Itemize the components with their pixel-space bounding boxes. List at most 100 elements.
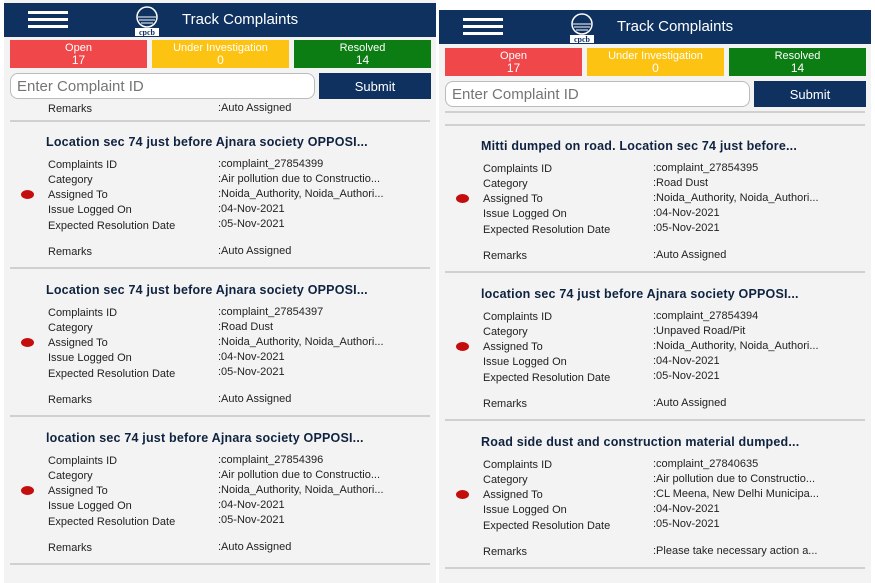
complaint-id-label: Complaints ID	[483, 459, 553, 471]
complaint-card[interactable]: Mitti dumped on road. Location sec 74 ju…	[439, 125, 871, 273]
status-dot-icon	[456, 194, 469, 203]
complaint-title: Location sec 74 just before Ajnara socie…	[46, 135, 368, 149]
remarks-value: :Auto Assigned	[653, 249, 727, 261]
divider	[445, 419, 865, 421]
complaint-title: location sec 74 just before Ajnara socie…	[46, 431, 364, 445]
complaint-id-value: :complaint_27854394	[653, 310, 759, 322]
assigned-value: :CL Meena, New Delhi Municipa...	[653, 488, 819, 500]
resolved-tab[interactable]: Resolved 14	[294, 40, 431, 68]
investigation-tab[interactable]: Under Investigation 0	[152, 40, 289, 68]
complaint-title: location sec 74 just before Ajnara socie…	[481, 287, 799, 301]
category-label: Category	[48, 322, 93, 334]
expected-value: :05-Nov-2021	[218, 218, 285, 230]
assigned-value: :Noida_Authority, Noida_Authori...	[218, 336, 384, 348]
resolved-count: 14	[790, 61, 805, 75]
complaint-title: Road side dust and construction material…	[481, 435, 800, 449]
complaint-card[interactable]: location sec 74 just before Ajnara socie…	[4, 417, 436, 565]
remarks-value: :Auto Assigned	[653, 397, 727, 409]
complaint-card[interactable]: Location sec 74 just before Ajnara socie…	[4, 269, 436, 417]
investigation-tab[interactable]: Under Investigation 0	[587, 48, 724, 76]
investigation-label: Under Investigation	[173, 42, 268, 54]
expected-label: Expected Resolution Date	[48, 516, 176, 528]
expected-label: Expected Resolution Date	[483, 224, 611, 236]
logged-value: :04-Nov-2021	[653, 207, 720, 219]
page-title: Track Complaints	[182, 11, 299, 28]
complaint-id-input[interactable]	[445, 81, 750, 107]
investigation-label: Under Investigation	[608, 50, 703, 62]
remarks-label: Remarks	[48, 542, 93, 554]
complaint-card[interactable]: location sec 74 just before Ajnara socie…	[439, 273, 871, 421]
status-dot-icon	[21, 190, 34, 199]
divider	[10, 120, 430, 122]
logged-label: Issue Logged On	[483, 356, 567, 368]
category-value: :Road Dust	[218, 321, 274, 333]
svg-text:cpcb: cpcb	[574, 35, 591, 43]
logged-value: :04-Nov-2021	[218, 203, 285, 215]
logged-label: Issue Logged On	[48, 352, 132, 364]
open-tab[interactable]: Open 17	[445, 48, 582, 76]
remarks-value: :Auto Assigned	[218, 245, 292, 257]
screenshot-right: cpcb Track Complaints Open 17 Under Inves…	[439, 0, 871, 583]
complaint-card[interactable]: Road side dust and construction material…	[439, 421, 871, 569]
complaint-list[interactable]: Mitti dumped on road. Location sec 74 ju…	[439, 108, 871, 583]
submit-button[interactable]: Submit	[319, 73, 431, 99]
complaint-id-label: Complaints ID	[483, 163, 553, 175]
divider	[445, 271, 865, 273]
assigned-value: :Noida_Authority, Noida_Authori...	[218, 188, 384, 200]
divider	[445, 124, 865, 126]
logged-label: Issue Logged On	[483, 504, 567, 516]
cpcb-logo: cpcb	[135, 6, 159, 36]
category-value: :Air pollution due to Constructio...	[218, 469, 381, 481]
investigation-count: 0	[652, 61, 659, 75]
divider	[10, 563, 430, 565]
open-label: Open	[500, 50, 527, 62]
assigned-label: Assigned To	[483, 341, 543, 353]
complaint-id-label: Complaints ID	[48, 159, 118, 171]
assigned-value: :Noida_Authority, Noida_Authori...	[653, 192, 819, 204]
investigation-count: 0	[217, 53, 224, 67]
screenshot-left: cpcb Track Complaints Open 17 Under Inves…	[4, 0, 436, 583]
expected-label: Expected Resolution Date	[483, 520, 611, 532]
logged-value: :04-Nov-2021	[218, 499, 285, 511]
remarks-label: Remarks	[48, 103, 93, 115]
remarks-label: Remarks	[48, 246, 93, 258]
category-value: :Unpaved Road/Pit	[653, 325, 746, 337]
app-header: cpcb Track Complaints	[439, 10, 871, 44]
assigned-label: Assigned To	[483, 489, 543, 501]
remarks-label: Remarks	[483, 546, 528, 558]
complaint-title: Location sec 74 just before Ajnara socie…	[46, 283, 368, 297]
assigned-value: :Noida_Authority, Noida_Authori...	[653, 340, 819, 352]
status-bar	[439, 0, 871, 10]
complaint-id-input[interactable]	[10, 73, 315, 99]
assigned-value: :Noida_Authority, Noida_Authori...	[218, 484, 384, 496]
open-count: 17	[71, 53, 86, 67]
hamburger-menu-icon[interactable]	[463, 18, 503, 36]
complaint-list[interactable]: Remarks :Auto Assigned Location sec 74 j…	[4, 100, 436, 583]
expected-label: Expected Resolution Date	[48, 368, 176, 380]
category-label: Category	[483, 326, 528, 338]
remarks-value: :Auto Assigned	[218, 541, 292, 553]
category-value: :Road Dust	[653, 177, 709, 189]
open-tab[interactable]: Open 17	[10, 40, 147, 68]
submit-button[interactable]: Submit	[754, 81, 866, 107]
svg-text:cpcb: cpcb	[139, 28, 156, 36]
expected-value: :05-Nov-2021	[218, 514, 285, 526]
complaint-id-label: Complaints ID	[48, 307, 118, 319]
complaint-id-value: :complaint_27840635	[653, 458, 759, 470]
category-label: Category	[483, 474, 528, 486]
logged-label: Issue Logged On	[483, 208, 567, 220]
logged-value: :04-Nov-2021	[653, 355, 720, 367]
open-label: Open	[65, 42, 92, 54]
expected-label: Expected Resolution Date	[483, 372, 611, 384]
remarks-value: :Auto Assigned	[218, 102, 292, 114]
resolved-label: Resolved	[774, 50, 821, 62]
hamburger-menu-icon[interactable]	[28, 11, 68, 29]
resolved-tab[interactable]: Resolved 14	[729, 48, 866, 76]
complaint-id-value: :complaint_27854399	[218, 158, 324, 170]
remarks-value: :Please take necessary action a...	[653, 545, 818, 557]
complaint-card[interactable]: Location sec 74 just before Ajnara socie…	[4, 121, 436, 269]
divider	[445, 567, 865, 569]
cpcb-logo: cpcb	[570, 13, 594, 43]
remarks-value: :Auto Assigned	[218, 393, 292, 405]
status-dot-icon	[21, 338, 34, 347]
